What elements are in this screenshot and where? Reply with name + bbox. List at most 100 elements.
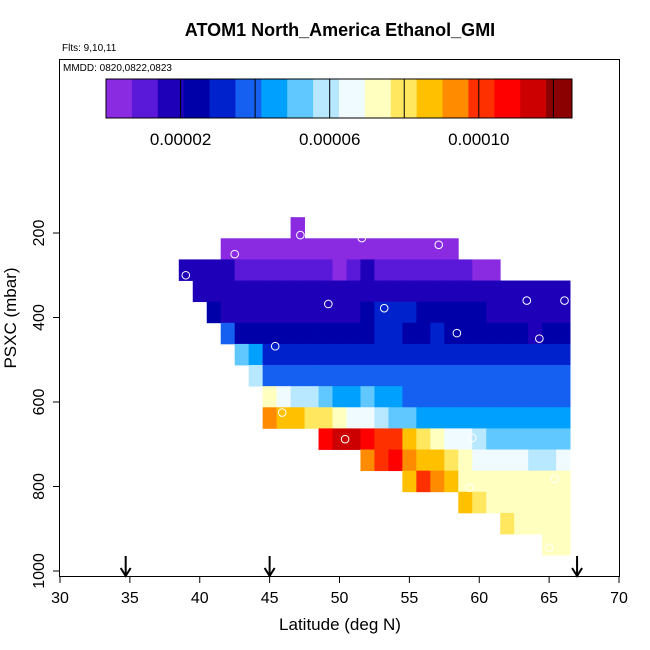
heatmap-cell bbox=[486, 312, 501, 324]
heatmap-cell bbox=[304, 248, 319, 260]
heatmap-cell bbox=[290, 280, 305, 292]
heatmap-cell bbox=[472, 449, 487, 461]
observation-point bbox=[340, 434, 350, 444]
heatmap-cell bbox=[542, 386, 557, 398]
heatmap-cell bbox=[346, 365, 361, 376]
heatmap-cell bbox=[304, 322, 319, 334]
observation-point bbox=[434, 240, 444, 250]
heatmap-cell bbox=[556, 312, 571, 324]
heatmap-cell bbox=[374, 438, 389, 450]
heatmap-cell bbox=[220, 301, 236, 313]
colorbar-segment bbox=[494, 79, 521, 118]
heatmap-cell bbox=[472, 322, 487, 334]
heatmap-cell bbox=[430, 428, 445, 440]
heatmap-cell bbox=[528, 312, 543, 324]
heatmap-cell bbox=[234, 259, 250, 271]
colorbar-segment bbox=[546, 79, 573, 118]
heatmap-cell bbox=[248, 259, 264, 271]
heatmap-cell bbox=[276, 407, 291, 419]
heatmap-cell bbox=[458, 375, 473, 387]
heatmap-cell bbox=[444, 386, 459, 398]
heatmap-cell bbox=[276, 291, 291, 303]
colorbar: 0.00002 0.00006 0.00010 bbox=[105, 78, 573, 149]
heatmap-cell bbox=[458, 343, 473, 355]
heatmap-cell bbox=[276, 259, 291, 271]
heatmap-cell bbox=[360, 365, 375, 376]
heatmap-cell bbox=[318, 312, 333, 324]
heatmap-cell bbox=[458, 301, 473, 313]
heatmap-cell bbox=[262, 291, 278, 303]
heatmap-cell bbox=[458, 291, 473, 303]
heatmap-cell bbox=[374, 428, 389, 440]
heatmap-cell bbox=[220, 291, 236, 303]
heatmap-cell bbox=[514, 523, 529, 535]
flight-arrow bbox=[263, 556, 276, 578]
observation-point bbox=[522, 296, 532, 305]
heatmap-cell bbox=[290, 333, 305, 345]
heatmap-cell bbox=[514, 322, 529, 334]
heatmap-cell bbox=[402, 322, 417, 334]
heatmap-cell bbox=[528, 386, 543, 398]
heatmap-cell bbox=[346, 375, 361, 387]
heatmap-cell bbox=[542, 333, 557, 345]
heatmap-cell bbox=[430, 291, 445, 303]
heatmap-cell bbox=[374, 280, 389, 292]
heatmap-cell bbox=[290, 386, 305, 398]
heatmap-cell bbox=[290, 407, 305, 419]
heatmap-cell bbox=[528, 512, 543, 524]
heatmap-cell bbox=[486, 259, 501, 271]
heatmap-cell bbox=[388, 407, 403, 419]
heatmap-cell bbox=[276, 417, 291, 429]
colorbar-segment bbox=[106, 79, 133, 118]
heatmap-cell bbox=[318, 291, 333, 303]
heatmap-cell bbox=[262, 365, 278, 376]
colorbar-frame bbox=[105, 78, 573, 119]
heatmap-cell bbox=[262, 322, 278, 334]
heatmap-cell bbox=[346, 333, 361, 345]
heatmap-cell bbox=[318, 407, 333, 419]
heatmap-cell bbox=[528, 491, 543, 503]
heatmap-cell bbox=[332, 428, 347, 440]
heatmap-cell bbox=[500, 470, 515, 482]
heatmap-cell bbox=[416, 460, 431, 472]
x-tick-label: 70 bbox=[610, 590, 628, 607]
heatmap-cell bbox=[500, 428, 515, 440]
heatmap-cell bbox=[542, 449, 557, 461]
heatmap-cell bbox=[500, 280, 515, 292]
heatmap-cell bbox=[500, 354, 515, 366]
heatmap-cell bbox=[318, 428, 333, 440]
heatmap-cell bbox=[290, 375, 305, 387]
heatmap-cell bbox=[360, 291, 375, 303]
heatmap-cell bbox=[304, 386, 319, 398]
heatmap-cell bbox=[430, 407, 445, 419]
heatmap-cell bbox=[248, 375, 264, 387]
heatmap-cell bbox=[486, 375, 501, 387]
heatmap-cell bbox=[262, 396, 278, 408]
heatmap-cell bbox=[486, 438, 501, 450]
x-tick-label: 35 bbox=[121, 590, 139, 607]
heatmap-cell bbox=[500, 333, 515, 345]
heatmap-cell bbox=[374, 322, 389, 334]
heatmap-cells bbox=[178, 217, 571, 556]
heatmap-cell bbox=[402, 259, 417, 271]
heatmap-cell bbox=[192, 291, 208, 303]
colorbar-tick-label: 0.00006 bbox=[299, 130, 360, 149]
heatmap-cell bbox=[234, 343, 250, 355]
heatmap-cell bbox=[542, 428, 557, 440]
heatmap-cell bbox=[514, 428, 529, 440]
heatmap-cell bbox=[388, 301, 403, 313]
heatmap-cell bbox=[458, 354, 473, 366]
heatmap-cell bbox=[402, 238, 417, 250]
heatmap-cell bbox=[472, 502, 487, 514]
heatmap-cell bbox=[332, 333, 347, 345]
heatmap-cell bbox=[276, 312, 291, 324]
observation-point bbox=[535, 334, 544, 343]
heatmap-cell bbox=[402, 417, 417, 429]
heatmap-cell bbox=[374, 238, 389, 250]
heatmap-cell bbox=[486, 502, 501, 514]
heatmap-cell bbox=[346, 280, 361, 292]
heatmap-cell bbox=[500, 312, 515, 324]
heatmap-cell bbox=[542, 534, 557, 545]
heatmap-cell bbox=[416, 343, 431, 355]
heatmap-cell bbox=[556, 375, 571, 387]
